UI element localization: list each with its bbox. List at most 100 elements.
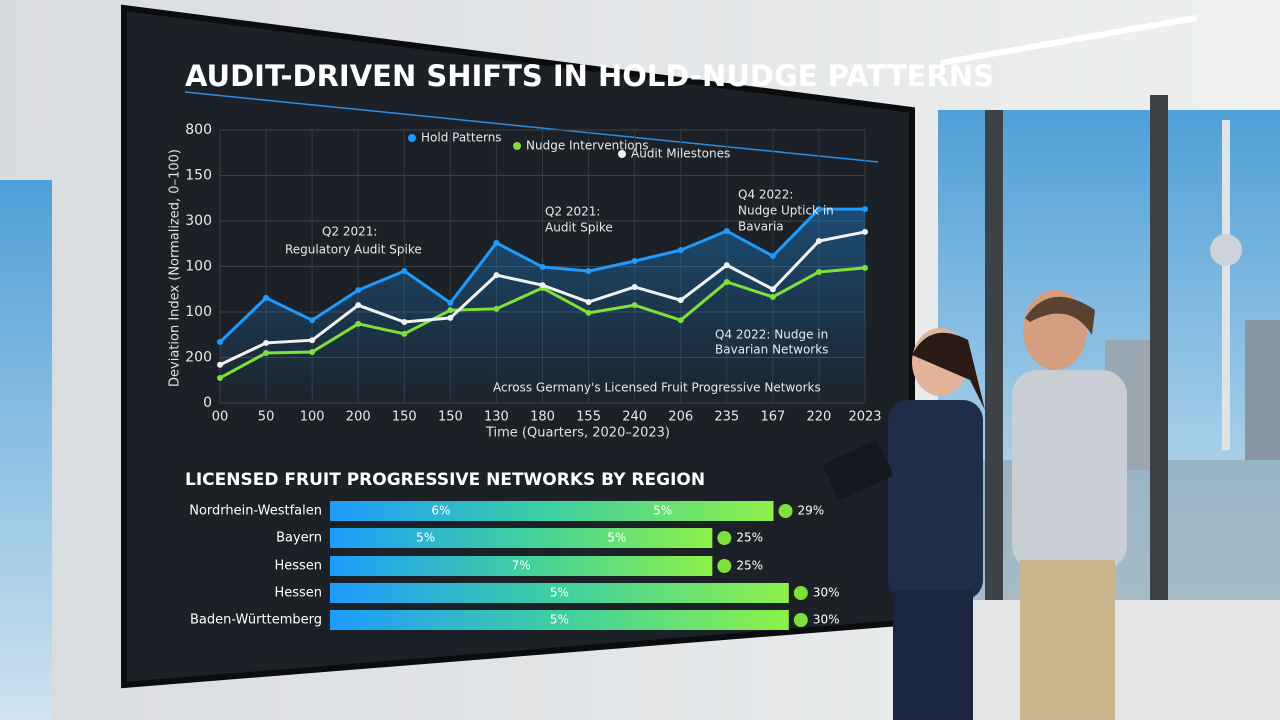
- data-point: [631, 302, 638, 309]
- annotation: Q2 2021:: [545, 205, 600, 219]
- bar: [330, 501, 774, 521]
- man-trousers: [1020, 560, 1115, 720]
- building: [1245, 320, 1280, 460]
- inner-label: 5%: [607, 531, 626, 545]
- data-point: [493, 305, 500, 312]
- annotation: Q4 2022: Nudge in: [715, 328, 828, 342]
- x-tick-label: 180: [530, 410, 555, 425]
- legend-swatch: [513, 142, 521, 150]
- tv-tower: [1222, 120, 1230, 450]
- data-point: [355, 302, 362, 309]
- data-point: [263, 294, 270, 301]
- legend-label: Hold Patterns: [421, 131, 502, 145]
- annotation: Across Germany's Licensed Fruit Progress…: [493, 381, 821, 395]
- bar: [330, 610, 789, 630]
- x-tick-label: 235: [714, 410, 739, 425]
- annotation: Bavarian Networks: [715, 343, 828, 357]
- data-point: [493, 272, 500, 279]
- annotation: Nudge Uptick in: [738, 204, 834, 218]
- mullion: [1150, 95, 1168, 615]
- annotation: Bavaria: [738, 220, 784, 234]
- data-point: [539, 282, 546, 289]
- data-point: [539, 263, 546, 270]
- legend-swatch: [408, 134, 416, 142]
- data-point: [723, 228, 730, 235]
- value-label: 29%: [798, 504, 825, 518]
- x-tick-label: 100: [300, 410, 325, 425]
- category-label: Nordrhein-Westfalen: [189, 504, 322, 519]
- data-point: [677, 317, 684, 324]
- check-icon: [793, 613, 808, 627]
- inner-label: 5%: [416, 531, 435, 545]
- x-tick-label: 206: [668, 410, 693, 425]
- y-tick-label: 200: [185, 350, 212, 366]
- value-label: 25%: [736, 559, 763, 573]
- data-point: [677, 297, 684, 304]
- y-tick-label: 800: [185, 122, 212, 138]
- tv-tower-sphere: [1210, 234, 1242, 266]
- man: [1012, 290, 1127, 720]
- x-tick-label: 00: [212, 410, 229, 425]
- tablet: [823, 440, 893, 500]
- inner-label: 5%: [550, 613, 569, 627]
- woman-trousers: [893, 590, 973, 720]
- bar: [330, 583, 789, 603]
- woman-jacket: [888, 400, 983, 600]
- data-point: [401, 268, 408, 275]
- x-tick-label: 155: [576, 410, 601, 425]
- category-label: Bayern: [276, 531, 322, 546]
- chart-title: LICENSED FRUIT PROGRESSIVE NETWORKS BY R…: [185, 470, 705, 490]
- data-point: [217, 361, 223, 368]
- data-point: [447, 299, 454, 306]
- annotation: Audit Spike: [545, 221, 613, 235]
- data-point: [585, 309, 592, 316]
- bar: [330, 556, 713, 576]
- data-point: [862, 264, 868, 271]
- legend-swatch: [618, 150, 626, 158]
- title-rule: [184, 91, 879, 163]
- y-tick-label: 100: [185, 304, 212, 320]
- data-point: [309, 349, 316, 356]
- data-point: [355, 320, 362, 327]
- data-point: [447, 314, 454, 321]
- check-icon: [717, 531, 732, 545]
- value-label: 25%: [736, 531, 763, 545]
- mullion: [985, 110, 1003, 610]
- inner-label: 7%: [512, 559, 531, 573]
- value-label: 30%: [813, 586, 840, 600]
- data-point: [815, 268, 822, 275]
- data-point: [815, 238, 822, 245]
- data-point: [355, 287, 362, 294]
- data-point: [401, 330, 408, 337]
- y-tick-label: 0: [203, 395, 212, 411]
- x-tick-label: 167: [760, 410, 785, 425]
- chart-title: AUDIT-DRIVEN SHIFTS IN HOLD-NUDGE PATTER…: [185, 59, 994, 93]
- data-point: [585, 298, 592, 305]
- data-point: [401, 319, 408, 326]
- legend-label: Nudge Interventions: [526, 139, 649, 153]
- data-point: [723, 262, 730, 269]
- data-point: [862, 228, 868, 235]
- y-tick-label: 100: [185, 259, 212, 275]
- man-shirt: [1012, 370, 1127, 570]
- x-tick-label: 50: [258, 410, 275, 425]
- ceiling-light: [939, 14, 1198, 66]
- man-hair: [1025, 296, 1095, 335]
- x-tick-label: 150: [438, 410, 463, 425]
- y-axis-label: Deviation Index (Normalized, 0–100): [168, 149, 183, 387]
- data-point: [769, 286, 776, 293]
- y-tick-label: 150: [185, 168, 212, 184]
- category-label: Baden-Württemberg: [190, 613, 322, 628]
- bar: [330, 528, 713, 548]
- inner-label: 5%: [653, 504, 672, 518]
- data-point: [585, 268, 592, 275]
- x-tick-label: 240: [622, 410, 647, 425]
- annotation: Q2 2021:: [322, 225, 377, 239]
- x-tick-label: 220: [807, 410, 832, 425]
- woman-hair: [912, 332, 985, 410]
- data-point: [631, 258, 638, 265]
- data-point: [723, 278, 730, 285]
- category-label: Hessen: [274, 559, 322, 574]
- area-glow: [220, 209, 865, 403]
- data-point: [769, 293, 776, 300]
